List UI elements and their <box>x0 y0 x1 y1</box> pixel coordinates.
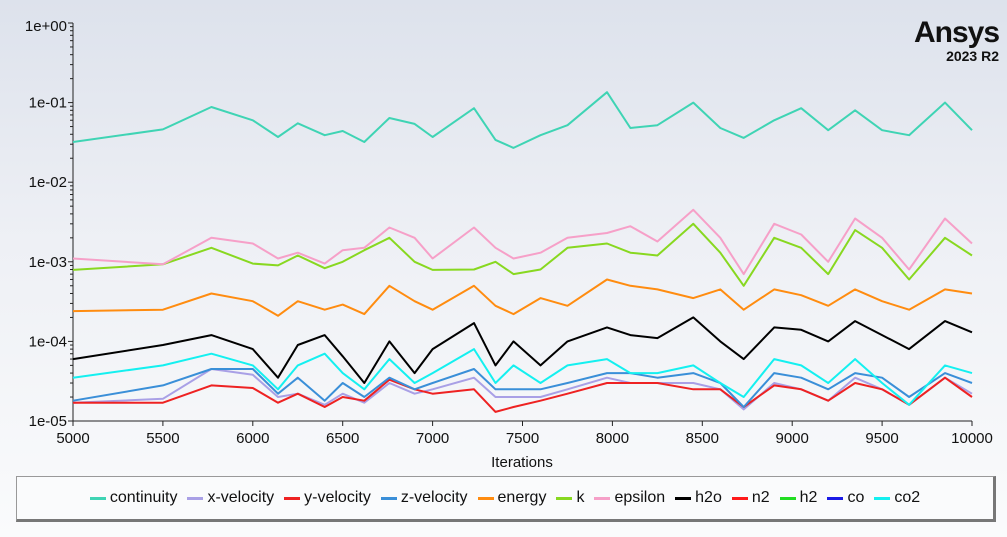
x-tick-label: 10000 <box>951 430 993 447</box>
x-tick-label: 8500 <box>686 430 719 447</box>
x-tick-label: 8000 <box>596 430 629 447</box>
legend-item-continuity: continuity <box>89 489 178 507</box>
legend-label: co2 <box>894 489 921 506</box>
legend-item-h2: h2 <box>779 489 818 507</box>
legend-item-k: k <box>556 489 584 507</box>
legend-item-energy: energy <box>477 489 547 507</box>
legend-item-x-velocity: x-velocity <box>187 489 274 507</box>
x-tick-label: 6000 <box>236 430 269 447</box>
legend-swatch <box>779 496 796 500</box>
y-tick-label: 1e+00 <box>25 18 67 35</box>
series-line-continuity <box>72 91 973 149</box>
legend-swatch <box>874 496 891 500</box>
x-tick-label: 7500 <box>506 430 539 447</box>
legend-swatch <box>187 496 204 500</box>
legend-label: x-velocity <box>207 489 275 506</box>
series-line-z-velocity <box>72 368 973 408</box>
legend-item-h2o: h2o <box>675 489 722 507</box>
ansys-logo: Ansys 2023 R2 <box>913 16 1000 65</box>
legend-item-epsilon: epsilon <box>594 489 665 507</box>
legend-item-y-velocity: y-velocity <box>284 489 371 507</box>
series-line-energy <box>72 278 973 317</box>
legend-label: energy <box>497 489 547 506</box>
legend-item-co: co <box>827 489 864 507</box>
legend-swatch <box>827 496 844 500</box>
series-lines <box>72 91 973 413</box>
legend-swatch <box>284 496 301 500</box>
x-tick-label: 5500 <box>146 430 179 447</box>
residuals-plot: 5000 5500 6000 6500 7000 7500 8000 8500 9000 9500… <box>25 18 993 471</box>
legend-label: continuity <box>109 489 178 506</box>
series-line-co2 <box>72 348 973 406</box>
y-tick-label: 1e-01 <box>29 95 67 112</box>
series-line-y-velocity <box>73 376 973 413</box>
legend-item-n2: n2 <box>731 489 770 507</box>
legend-label: epsilon <box>614 489 666 506</box>
legend-item-co2: co2 <box>874 489 920 507</box>
legend-label: k <box>576 489 585 506</box>
x-tick-label: 5000 <box>56 430 89 447</box>
y-tick-label: 1e-02 <box>29 174 67 191</box>
legend-swatch <box>675 496 692 500</box>
legend-swatch <box>89 496 106 500</box>
x-tick-label: 9000 <box>776 430 809 447</box>
legend-swatch <box>556 496 573 500</box>
x-tick-label: 7000 <box>416 430 449 447</box>
legend-label: y-velocity <box>304 489 371 506</box>
legend-label: h2 <box>799 489 818 506</box>
legend-label: z-velocity <box>400 489 468 506</box>
legend-label: co <box>847 489 865 506</box>
y-tick-label: 1e-03 <box>29 254 67 271</box>
series-line-k <box>72 222 973 287</box>
logo-brand: Ansys <box>913 16 1000 49</box>
x-axis-label: Iterations <box>491 454 553 471</box>
legend-label: n2 <box>751 489 770 506</box>
axes: 5000 5500 6000 6500 7000 7500 8000 8500 9000 9500… <box>25 18 993 447</box>
legend-swatch <box>477 496 494 500</box>
legend: continuity x-velocity y-velocity z-velocity… <box>16 476 996 522</box>
y-tick-label: 1e-05 <box>29 413 67 430</box>
legend-label: h2o <box>695 489 722 506</box>
y-tick-label: 1e-04 <box>29 333 67 350</box>
legend-item-z-velocity: z-velocity <box>380 489 468 507</box>
legend-swatch <box>731 496 748 500</box>
series-line-h2o <box>72 316 973 384</box>
legend-swatch <box>594 496 611 500</box>
x-tick-label: 6500 <box>326 430 359 447</box>
logo-version: 2023 R2 <box>946 48 999 64</box>
x-tick-label: 9500 <box>865 430 898 447</box>
series-line-epsilon <box>72 208 973 276</box>
legend-swatch <box>380 496 397 500</box>
